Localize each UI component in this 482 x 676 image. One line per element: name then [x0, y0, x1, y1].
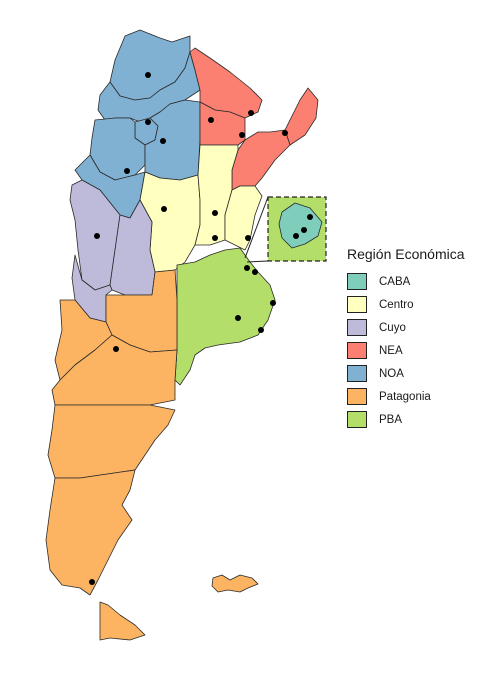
capital-dot [113, 346, 119, 352]
legend-item-centro: Centro [347, 293, 477, 316]
legend-item-caba: CABA [347, 270, 477, 293]
province-chaco [199, 101, 246, 146]
legend-label: CABA [379, 275, 411, 288]
capital-dot [208, 117, 214, 123]
capital-dot [301, 227, 307, 233]
legend-swatch [347, 296, 367, 313]
capital-dot [293, 233, 299, 239]
legend-label: Centro [379, 298, 414, 311]
islas-malvinas [211, 574, 259, 593]
legend-item-patagonia: Patagonia [347, 385, 477, 408]
capital-dot [212, 210, 218, 216]
capital-dot [244, 265, 250, 271]
province-caba [278, 202, 323, 249]
legend-swatch [347, 388, 367, 405]
legend-label: NEA [379, 344, 403, 357]
capital-dot [89, 579, 95, 585]
capital-dot [145, 72, 151, 78]
legend-label: Patagonia [379, 390, 431, 403]
capital-dot [124, 168, 130, 174]
capital-dot [282, 130, 288, 136]
capital-dot [307, 214, 313, 220]
caba-inset [244, 196, 327, 263]
capital-dot [160, 138, 166, 144]
province-santacruz [45, 469, 136, 596]
legend-item-cuyo: Cuyo [347, 316, 477, 339]
legend-title: Región Económica [347, 246, 465, 262]
capital-dot [245, 235, 251, 241]
capital-dot [248, 110, 254, 116]
capital-dot [235, 315, 241, 321]
legend-swatch [347, 411, 367, 428]
capital-dot [270, 300, 276, 306]
legend-item-noa: NOA [347, 362, 477, 385]
capital-dot [252, 269, 258, 275]
legend-items: CABA Centro Cuyo NEA NOA Patagonia PBA [347, 270, 477, 431]
legend-item-nea: NEA [347, 339, 477, 362]
region-patagonia [45, 269, 259, 641]
province-misiones [284, 87, 319, 146]
capital-dots [89, 72, 313, 585]
region-pba [174, 247, 276, 386]
legend: Región Económica CABA Centro Cuyo NEA NOA Pat… [347, 246, 477, 431]
capital-dot [239, 132, 245, 138]
legend-swatch [347, 342, 367, 359]
capital-dot [161, 206, 167, 212]
legend-item-pba: PBA [347, 408, 477, 431]
province-chubut [47, 404, 176, 479]
capital-dot [145, 119, 151, 125]
province-rionegro [51, 334, 178, 406]
capital-dot [94, 233, 100, 239]
legend-label: Cuyo [379, 321, 406, 334]
legend-swatch [347, 365, 367, 382]
province-tierradelfuego [99, 601, 146, 641]
capital-dot [258, 327, 264, 333]
legend-swatch [347, 273, 367, 290]
legend-swatch [347, 319, 367, 336]
province-buenosaires [174, 247, 276, 386]
legend-label: NOA [379, 367, 404, 380]
legend-label: PBA [379, 413, 403, 426]
region-centro [139, 144, 263, 273]
province-entrerios [224, 185, 263, 251]
capital-dot [212, 235, 218, 241]
